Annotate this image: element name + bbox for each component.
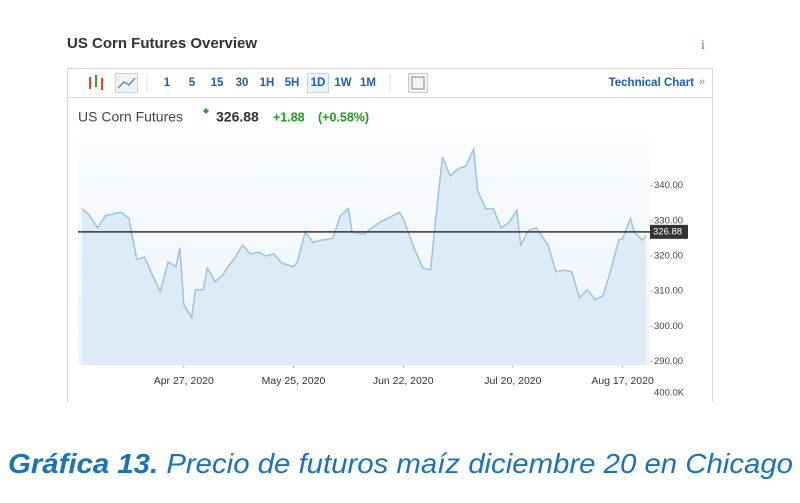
volume-label: 400.0K <box>654 388 685 399</box>
price-line <box>81 146 647 320</box>
candle-icon[interactable] <box>89 75 103 90</box>
price-change: +1.88 <box>273 110 305 124</box>
x-tick-label: Jun 22, 2020 <box>373 375 434 387</box>
area-fill <box>81 149 647 365</box>
x-tick-label: Jul 20, 2020 <box>484 375 541 387</box>
y-tick-label: 300.00 <box>654 321 683 332</box>
last-price-tag <box>650 224 688 239</box>
y-tick-label: 290.00 <box>654 356 683 367</box>
interval-button[interactable]: 15 <box>211 77 224 89</box>
x-tick-label: Aug 17, 2020 <box>591 375 654 387</box>
y-tick-label: 340.00 <box>654 180 683 191</box>
y-tick-label: 310.00 <box>654 286 683 297</box>
caption-label: Gráfica 13. <box>8 448 158 479</box>
instrument-name: US Corn Futures <box>78 109 183 125</box>
last-price: 326.88 <box>216 109 259 125</box>
caption-text: Precio de futuros maíz diciembre 20 en C… <box>158 448 793 479</box>
x-tick-label: Apr 27, 2020 <box>154 375 214 387</box>
interval-button[interactable]: 1 <box>164 77 171 89</box>
y-tick-label: 320.00 <box>654 251 683 262</box>
interval-button[interactable]: 1M <box>360 77 376 89</box>
x-tick-label: May 25, 2020 <box>262 375 326 387</box>
widget-title: US Corn Futures Overview <box>67 35 257 52</box>
interval-button[interactable]: 5 <box>189 77 196 89</box>
up-diamond <box>203 108 209 114</box>
price-change-pct: (+0.58%) <box>318 110 369 124</box>
caption: Gráfica 13. Precio de futuros maíz dicie… <box>8 448 793 479</box>
interval-button[interactable]: 1H <box>260 77 275 89</box>
interval-button[interactable]: 1W <box>334 77 351 89</box>
calendar-icon[interactable] <box>408 73 428 93</box>
link-arrow: » <box>699 76 705 88</box>
interval-button[interactable]: 5H <box>285 77 300 89</box>
calendar-glyph <box>411 76 425 90</box>
technical-chart-link[interactable]: Technical Chart <box>609 77 695 89</box>
interval-button[interactable]: 1D <box>311 77 326 89</box>
last-price-tag-label: 326.88 <box>653 226 682 237</box>
interval-button[interactable]: 30 <box>236 77 249 89</box>
line-icon-glyph <box>117 77 136 89</box>
info-icon[interactable]: i <box>701 38 705 53</box>
y-tick-label: 330.00 <box>654 215 683 226</box>
interval-active <box>307 73 329 93</box>
